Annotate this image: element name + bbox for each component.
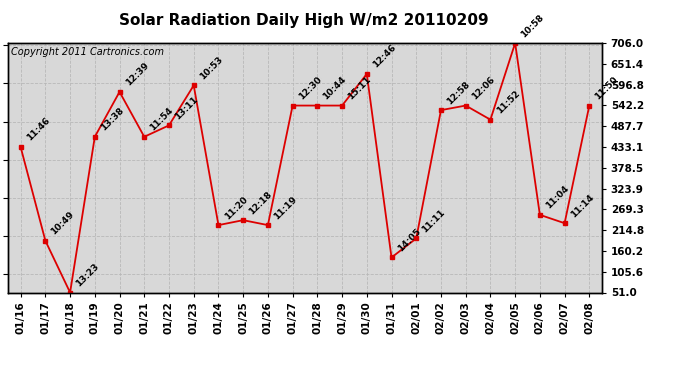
Text: 11:11: 11:11 [420,208,447,234]
Text: 12:06: 12:06 [470,75,496,101]
Text: 12:30: 12:30 [297,75,324,101]
Text: 15:11: 15:11 [346,75,373,101]
Text: 10:49: 10:49 [50,210,76,237]
Text: 11:19: 11:19 [272,194,299,221]
Text: 12:18: 12:18 [247,189,274,216]
Text: 14:05: 14:05 [395,227,422,253]
Text: 11:52: 11:52 [495,89,521,116]
Text: 12:46: 12:46 [371,43,397,70]
Text: 11:46: 11:46 [25,116,52,143]
Text: 10:44: 10:44 [322,75,348,101]
Text: 13:38: 13:38 [99,106,126,133]
Text: 10:53: 10:53 [198,55,224,81]
Text: 11:50: 11:50 [593,75,620,101]
Text: 12:58: 12:58 [445,80,472,106]
Text: Copyright 2011 Cartronics.com: Copyright 2011 Cartronics.com [11,47,164,57]
Text: 11:54: 11:54 [148,106,175,133]
Text: 11:04: 11:04 [544,184,571,211]
Text: 10:58: 10:58 [520,12,546,39]
Text: 11:20: 11:20 [223,194,249,221]
Text: 13:11: 13:11 [173,94,200,121]
Text: Solar Radiation Daily High W/m2 20110209: Solar Radiation Daily High W/m2 20110209 [119,13,489,28]
Text: 13:23: 13:23 [75,262,101,288]
Text: 11:14: 11:14 [569,192,595,219]
Text: 12:39: 12:39 [124,61,150,88]
